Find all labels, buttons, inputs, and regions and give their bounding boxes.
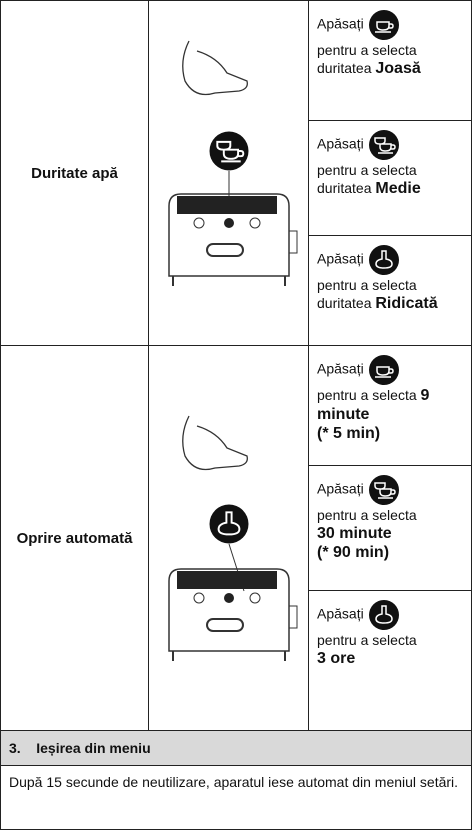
option-value: Medie (375, 180, 421, 197)
option-text: pentru a selecta (317, 507, 417, 523)
illustration (168, 40, 298, 287)
row-label: Duritate apă (0, 0, 149, 346)
option-value: Ridicată (375, 295, 438, 312)
icon (367, 354, 400, 386)
option-value: Joasă (375, 60, 421, 77)
option-text: pentru a selecta (317, 632, 417, 648)
option-action: Apăsați (317, 605, 364, 622)
option-action: Apăsați (317, 15, 364, 32)
option-text: pentru a selecta (317, 387, 417, 403)
illustration (168, 415, 298, 662)
option-action: Apăsați (317, 360, 364, 377)
icon (367, 244, 400, 276)
option-action: Apăsați (317, 250, 364, 267)
option-value: 9 minute (317, 387, 430, 423)
heading-number: 3. (9, 740, 21, 756)
option: Apăsați pentru a selecta duritatea Joasă (308, 0, 472, 121)
icon (367, 129, 400, 161)
icon (367, 9, 400, 41)
icon (367, 599, 400, 631)
row-label: Oprire automată (0, 345, 149, 731)
option-note: (* 90 min) (317, 544, 390, 561)
option-note: (* 5 min) (317, 425, 381, 442)
option: Apăsați pentru a selecta duritatea Medie (308, 120, 472, 236)
illustration-cell (148, 0, 309, 346)
option-text: pentru a selecta duritatea (317, 42, 417, 76)
section-heading: 3. Ieșirea din meniu (0, 730, 472, 766)
option-value: 30 minute (317, 525, 392, 542)
illustration-cell (148, 345, 309, 731)
option-action: Apăsați (317, 135, 364, 152)
option-action: Apăsați (317, 480, 364, 497)
option-value: 3 ore (317, 650, 356, 667)
option: Apăsați pentru a selecta 3 ore (308, 590, 472, 731)
heading-text: Ieșirea din meniu (36, 740, 151, 756)
option-text: pentru a selecta duritatea (317, 277, 417, 311)
footer-text: După 15 secunde de neutilizare, aparatul… (0, 765, 472, 830)
option: Apăsați pentru a selecta 30 minute (* 90… (308, 465, 472, 591)
icon (367, 474, 400, 506)
option: Apăsați pentru a selecta duritatea Ridic… (308, 235, 472, 346)
option-text: pentru a selecta duritatea (317, 162, 417, 196)
option: Apăsați pentru a selecta 9 minute (* 5 m… (308, 345, 472, 466)
